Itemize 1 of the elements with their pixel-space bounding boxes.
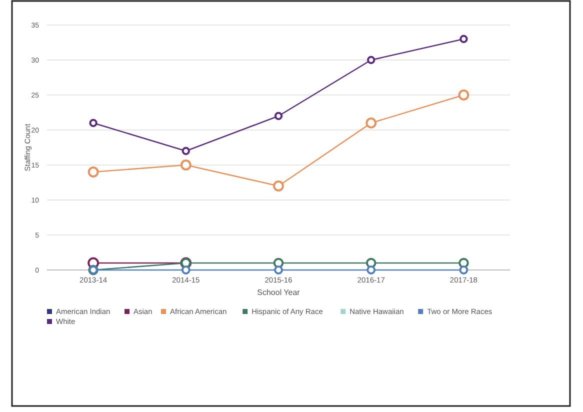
x-axis-title: School Year [257,288,300,297]
